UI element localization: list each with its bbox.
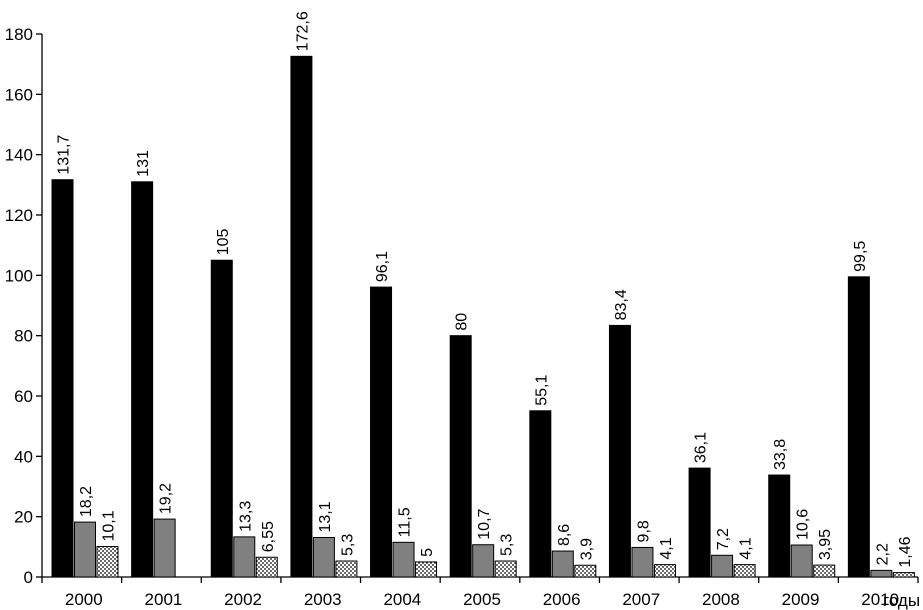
bar-series-2 [790,544,813,578]
data-label: 131,7 [56,135,73,175]
bar-series-2 [551,550,574,578]
bar-series-2 [870,569,893,578]
bar-series-1 [608,324,631,578]
data-labels: 131,7 131 105 172,6 96,1 80 55,1 83,4 36,1 33,8 99… [56,11,914,567]
bar-series-3 [813,564,836,578]
y-tick-label: 40 [14,447,33,466]
data-label: 36,1 [693,432,710,463]
data-label: 8,6 [556,524,573,546]
bar-series-3 [574,564,597,578]
bar-series-2 [74,521,96,578]
data-label: 105 [215,228,232,255]
data-label: 172,6 [294,11,311,51]
y-axis: 0 20 40 60 80 100 120 140 160 180 [5,25,43,587]
y-tick-label: 140 [5,146,33,165]
x-tick-label: 2010 [861,590,899,609]
bar-series-1 [847,276,870,578]
bar-series-2 [392,541,415,578]
data-label: 55,1 [533,375,550,406]
x-axis-title: годы [883,591,920,610]
bar-series-1 [210,259,233,578]
bar-series-1 [449,335,472,578]
data-label: 6,55 [260,521,277,552]
x-tick-label: 2003 [304,590,342,609]
data-label: 13,3 [237,501,254,532]
y-tick-label: 80 [14,327,33,346]
bar-series-3 [892,572,915,578]
bar-series-3 [96,546,119,578]
bar-series-1 [370,286,393,578]
data-label: 4,1 [658,537,675,559]
bar-series-2 [711,554,734,578]
x-tick-label: 2006 [543,590,581,609]
y-tick-label: 60 [14,387,33,406]
y-tick-label: 120 [5,206,33,225]
bar-series-1 [688,467,711,578]
bar-series-1 [768,474,791,578]
data-label: 3,95 [817,529,834,560]
data-label: 18,2 [78,486,95,517]
bar-series-2 [312,536,335,578]
data-label: 96,1 [374,251,391,282]
data-label: 7,2 [715,528,732,550]
data-label: 10,7 [476,508,493,539]
y-tick-label: 180 [5,25,33,44]
data-label: 5,3 [499,534,516,556]
data-label: 19,2 [158,483,175,514]
bar-series-3 [733,564,756,578]
x-tick-label: 2007 [622,590,660,609]
data-label: 99,5 [852,241,869,272]
data-label: 4,1 [738,537,755,559]
x-tick-label: 2002 [224,590,262,609]
x-axis: 2000 2001 2002 2003 2004 2005 2006 2007 2008 2009… [41,576,919,609]
y-tick-label: 100 [5,266,33,285]
bar-series-1 [529,410,552,578]
bar-series-2 [472,544,495,578]
data-label: 5 [419,548,436,557]
bar-series-2 [233,536,256,578]
data-label: 10,1 [101,510,118,541]
data-label: 13,1 [317,501,334,532]
data-label: 11,5 [397,507,414,537]
y-tick-label: 160 [5,85,33,104]
data-label: 33,8 [772,439,789,470]
data-label: 2,2 [874,543,891,565]
x-tick-label: 2000 [65,590,103,609]
data-label: 5,3 [339,534,356,556]
data-label: 1,46 [897,536,914,567]
bar-series-1 [290,55,313,578]
x-tick-label: 2004 [383,590,421,609]
bar-series-1 [131,181,154,578]
bar-series-3 [335,560,358,578]
data-label: 9,8 [635,520,652,542]
y-tick-label: 0 [24,568,33,587]
data-label: 83,4 [613,289,630,320]
data-label: 10,6 [795,509,812,540]
bar-series-2 [153,518,176,578]
data-label: 131 [135,150,152,177]
bar-series-2 [631,546,654,578]
data-label: 80 [454,313,471,331]
x-tick-label: 2005 [463,590,501,609]
bar-series-3 [653,564,676,578]
x-tick-label: 2008 [702,590,740,609]
y-tick-label: 20 [14,508,33,527]
data-label: 3,9 [578,538,595,560]
bar-series-1 [51,179,74,578]
x-tick-label: 2009 [782,590,820,609]
bar-series-3 [415,561,438,578]
x-tick-label: 2001 [145,590,183,609]
bar-series-3 [494,560,517,578]
bar-series-3 [255,556,278,578]
bars [51,55,915,578]
